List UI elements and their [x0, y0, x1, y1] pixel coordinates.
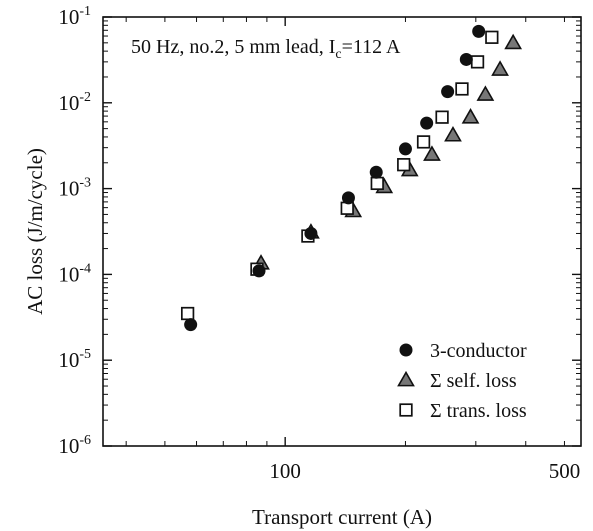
- data-point-filled-circle: [441, 85, 455, 99]
- data-point-triangle: [444, 126, 462, 142]
- data-point-filled-circle: [420, 116, 434, 130]
- chart-title: 50 Hz, no.2, 5 mm lead, Ic=112 A: [131, 36, 401, 62]
- data-point-open-square: [370, 176, 384, 191]
- y-axis-label: AC loss (J/m/cycle): [23, 148, 47, 315]
- data-point-triangle: [491, 60, 509, 76]
- legend-label: 3-conductor: [430, 340, 527, 362]
- x-tick-label: 500: [549, 459, 581, 483]
- data-point-filled-circle: [472, 24, 486, 38]
- y-tick-label: 10-3: [58, 176, 91, 201]
- data-point-filled-circle: [459, 52, 473, 66]
- x-axis-label: Transport current (A): [252, 505, 432, 529]
- legend-marker-filled-circle: [399, 343, 413, 357]
- data-point-filled-circle: [369, 165, 383, 179]
- data-point-open-square: [455, 82, 469, 96]
- legend-marker-triangle: [397, 370, 415, 387]
- data-point-filled-circle: [398, 142, 412, 156]
- y-tick-label: 10-4: [58, 261, 91, 286]
- legend-label: Σ self. loss: [430, 370, 517, 392]
- data-point-open-square: [435, 110, 449, 124]
- data-markers: [180, 24, 523, 332]
- y-tick-label: 10-2: [58, 90, 91, 115]
- data-point-triangle: [476, 85, 495, 101]
- data-point-open-square: [470, 55, 485, 69]
- legend: 3-conductor Σ self. loss Σ trans. loss: [397, 340, 527, 422]
- data-point-filled-circle: [184, 318, 198, 332]
- data-point-open-square: [485, 30, 499, 44]
- data-point-filled-circle: [341, 191, 355, 205]
- data-point-filled-circle: [252, 264, 266, 278]
- data-point-open-square: [416, 135, 431, 149]
- axis-ticks: [103, 16, 581, 447]
- y-tick-label: 10-1: [58, 4, 91, 29]
- legend-label: Σ trans. loss: [430, 400, 527, 422]
- y-tick-label: 10-5: [58, 347, 91, 372]
- data-point-triangle: [504, 33, 523, 50]
- legend-marker-open-square: [399, 403, 413, 417]
- data-point-open-square: [180, 306, 195, 321]
- data-point-triangle: [461, 108, 480, 124]
- y-tick-label: 10-6: [58, 433, 91, 458]
- plot-frame: [102, 16, 582, 447]
- data-point-filled-circle: [304, 226, 318, 240]
- data-point-open-square: [397, 158, 411, 172]
- data-point-triangle: [423, 145, 441, 161]
- x-tick-label: 100: [269, 459, 301, 483]
- axis-tick-labels: 10-6 10-5 10-4 10-3 10-2 10-1 100 500: [58, 4, 580, 483]
